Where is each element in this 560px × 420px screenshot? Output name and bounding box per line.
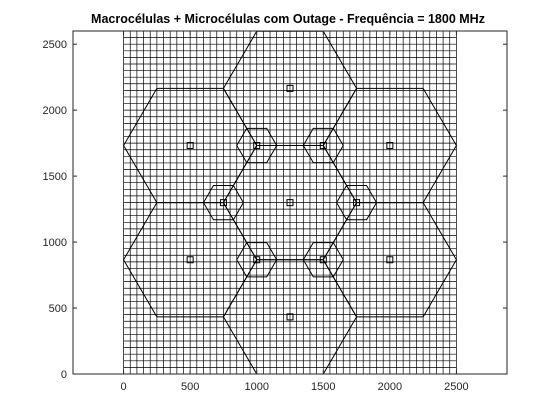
x-tick-label: 2000 — [378, 381, 402, 393]
axis-ticks: 0 500 1000 1500 2000 2500 0 500 1000 1500 2000 2500 — [43, 31, 507, 393]
x-tick-label: 2500 — [444, 381, 468, 393]
x-tick-label: 0 — [121, 381, 127, 393]
y-tick-label: 2500 — [43, 39, 67, 51]
x-tick-label: 1000 — [244, 381, 268, 393]
y-tick-label: 1500 — [43, 171, 67, 183]
x-tick-label: 500 — [181, 381, 199, 393]
y-tick-label: 1000 — [43, 237, 67, 249]
y-tick-label: 0 — [61, 369, 67, 381]
chart-title: Macrocélulas + Microcélulas com Outage -… — [91, 12, 485, 26]
x-tick-label: 1500 — [311, 381, 335, 393]
y-tick-label: 500 — [49, 303, 67, 315]
y-tick-label: 2000 — [43, 105, 67, 117]
